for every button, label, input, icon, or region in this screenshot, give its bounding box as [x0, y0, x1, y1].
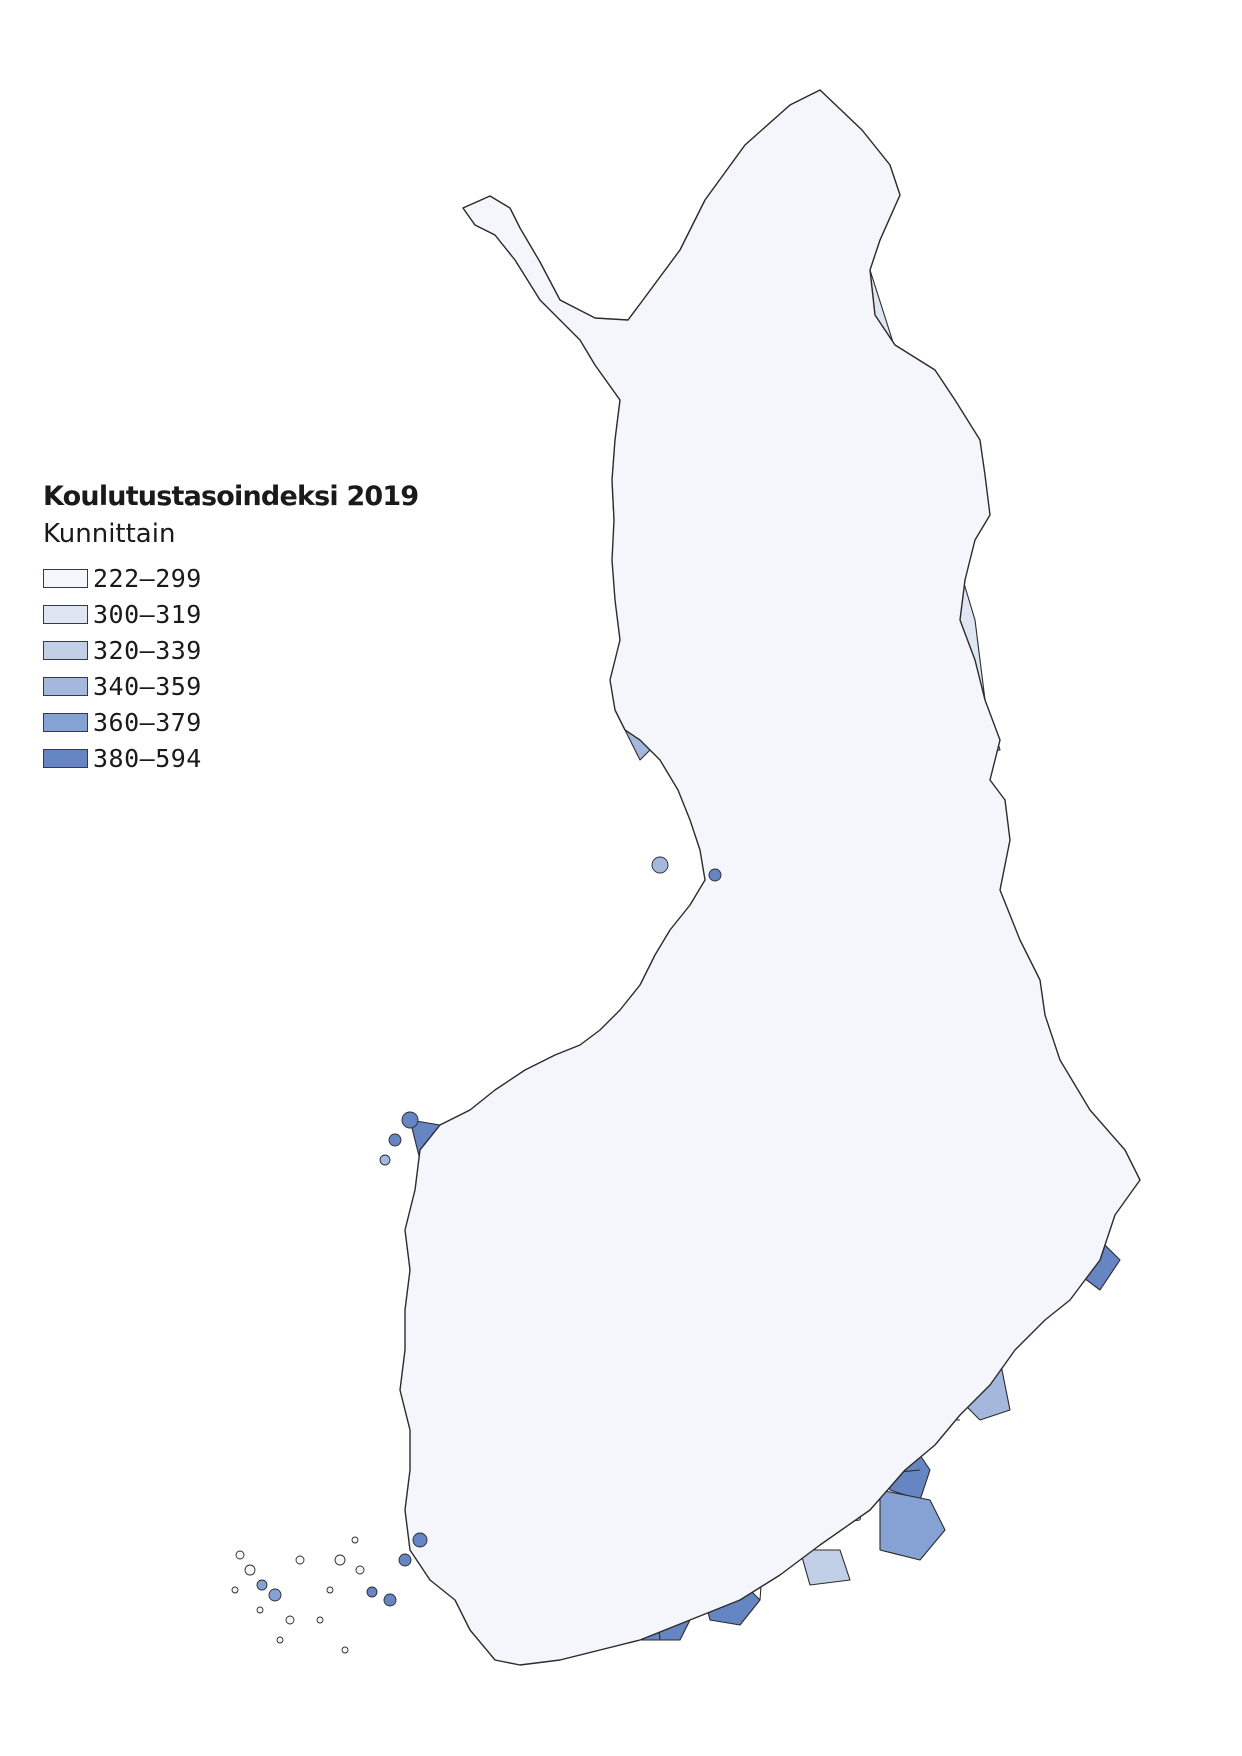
- legend-title: Koulutustasoindeksi 2019: [43, 481, 419, 512]
- island: [334, 1554, 346, 1566]
- island: [268, 1588, 282, 1602]
- legend-item: 222–299: [43, 560, 463, 596]
- legend-subtitle: Kunnittain: [43, 519, 176, 549]
- island: [412, 1532, 428, 1548]
- island: [244, 1564, 256, 1576]
- island: [355, 1565, 365, 1575]
- legend-swatch: [43, 676, 88, 696]
- legend-label: 340–359: [93, 671, 202, 701]
- island: [316, 1616, 324, 1624]
- island: [341, 1646, 349, 1654]
- island: [231, 1586, 239, 1594]
- map-legend: Koulutustasoindeksi 2019 Kunnittain 222–…: [43, 480, 463, 776]
- island: [256, 1579, 268, 1591]
- island: [295, 1555, 305, 1565]
- legend-swatch: [43, 748, 88, 768]
- legend-item: 360–379: [43, 704, 463, 740]
- legend-label: 380–594: [93, 743, 202, 773]
- legend-label: 320–339: [93, 635, 202, 665]
- island: [383, 1593, 397, 1607]
- legend-swatch: [43, 640, 88, 660]
- legend-swatch: [43, 604, 88, 624]
- municipality-region: [879, 1489, 946, 1561]
- island: [276, 1636, 284, 1644]
- legend-swatch: [43, 712, 88, 732]
- island: [256, 1606, 264, 1614]
- legend-swatch: [43, 568, 88, 588]
- legend-item: 300–319: [43, 596, 463, 632]
- legend-item: 320–339: [43, 632, 463, 668]
- island: [401, 1111, 419, 1129]
- legend-label: 300–319: [93, 599, 202, 629]
- island: [235, 1550, 245, 1560]
- island: [398, 1553, 412, 1567]
- legend-items: 222–299 300–319 320–339 340–359 360–379 …: [43, 560, 463, 776]
- island: [366, 1586, 378, 1598]
- finland-outline: [399, 89, 1141, 1666]
- island: [708, 868, 722, 882]
- island: [651, 856, 669, 874]
- legend-item: 340–359: [43, 668, 463, 704]
- island: [379, 1154, 391, 1166]
- island: [351, 1536, 359, 1544]
- island: [388, 1133, 402, 1147]
- legend-label: 360–379: [93, 707, 202, 737]
- municipality-region: [799, 1549, 851, 1586]
- island: [326, 1586, 334, 1594]
- legend-label: 222–299: [93, 563, 202, 593]
- legend-item: 380–594: [43, 740, 463, 776]
- island: [285, 1615, 295, 1625]
